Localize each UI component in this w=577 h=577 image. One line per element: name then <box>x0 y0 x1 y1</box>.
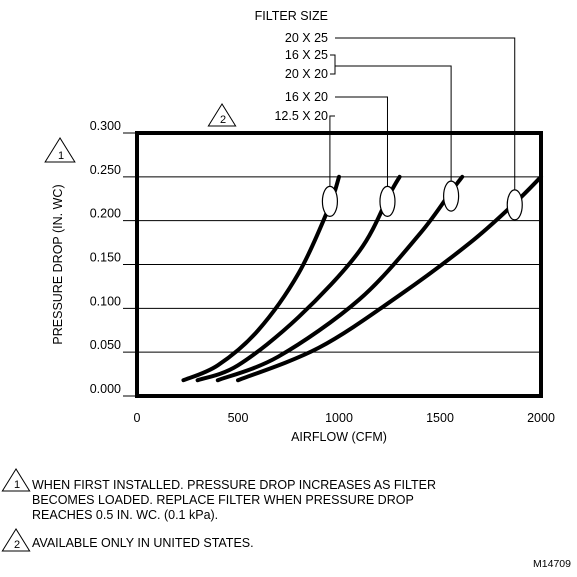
curve-marker-ellipse <box>379 185 396 217</box>
y-axis-note-marker-number: 1 <box>58 150 64 162</box>
footnote-2-marker-triangle <box>1 528 31 552</box>
footnote-1-line-2: BECOMES LOADED. REPLACE FILTER WHEN PRES… <box>32 493 414 507</box>
footnote-1-line-1: WHEN FIRST INSTALLED. PRESSURE DROP INCR… <box>32 478 437 492</box>
leader-line <box>329 115 335 187</box>
y-tick-label: 0.300 <box>90 119 121 133</box>
legend-label: 20 X 25 <box>285 31 328 45</box>
legend-label: 16 X 20 <box>285 90 328 104</box>
curve-marker-ellipse <box>443 180 460 212</box>
footnote-1-marker-triangle <box>1 468 31 492</box>
y-tick-label: 0.250 <box>90 163 121 177</box>
x-tick-label: 1500 <box>426 411 454 425</box>
footnote-2: AVAILABLE ONLY IN UNITED STATES. <box>32 536 254 551</box>
x-tick-label: 500 <box>228 411 249 425</box>
footnote-2-text: AVAILABLE ONLY IN UNITED STATES. <box>32 536 254 550</box>
legend-label: 20 X 20 <box>285 67 328 81</box>
y-axis-label: PRESSURE DROP (IN. WC) <box>51 184 65 344</box>
footnote-1-line-3: REACHES 0.5 IN. WC. (0.1 kPa). <box>32 508 219 522</box>
x-tick-label: 1000 <box>325 411 353 425</box>
legend-label: 12.5 X 20 <box>274 109 328 123</box>
plot-frame <box>135 131 543 398</box>
bracket-16x25-20x20 <box>330 54 336 75</box>
leader-line <box>335 65 452 182</box>
series-line <box>195 174 402 383</box>
curve-marker-ellipse <box>321 185 339 217</box>
y-tick-label: 0.100 <box>90 294 121 308</box>
x-axis-label: AIRFLOW (CFM) <box>291 430 387 444</box>
y-tick-label: 0.000 <box>90 382 121 396</box>
footnote-2-marker-number: 2 <box>14 539 20 551</box>
y-tick-label: 0.200 <box>90 207 121 221</box>
x-tick-label: 2000 <box>527 411 555 425</box>
figure-id: M14709 <box>533 558 571 570</box>
legend-label: 16 X 25 <box>285 48 328 62</box>
legend-heading: FILTER SIZE <box>255 9 328 23</box>
legend-note-marker-triangle <box>207 103 237 127</box>
legend-note-marker-number: 2 <box>220 114 226 126</box>
footnote-1: WHEN FIRST INSTALLED. PRESSURE DROP INCR… <box>32 478 572 523</box>
y-tick-label: 0.050 <box>90 338 121 352</box>
x-tick-label: 0 <box>134 411 141 425</box>
y-axis-note-marker-triangle <box>44 137 76 163</box>
curve-marker-ellipse <box>506 189 523 221</box>
leader-line <box>335 37 516 190</box>
y-tick-label: 0.150 <box>90 251 121 265</box>
footnote-1-marker-number: 1 <box>14 479 20 491</box>
leader-line <box>335 96 388 187</box>
